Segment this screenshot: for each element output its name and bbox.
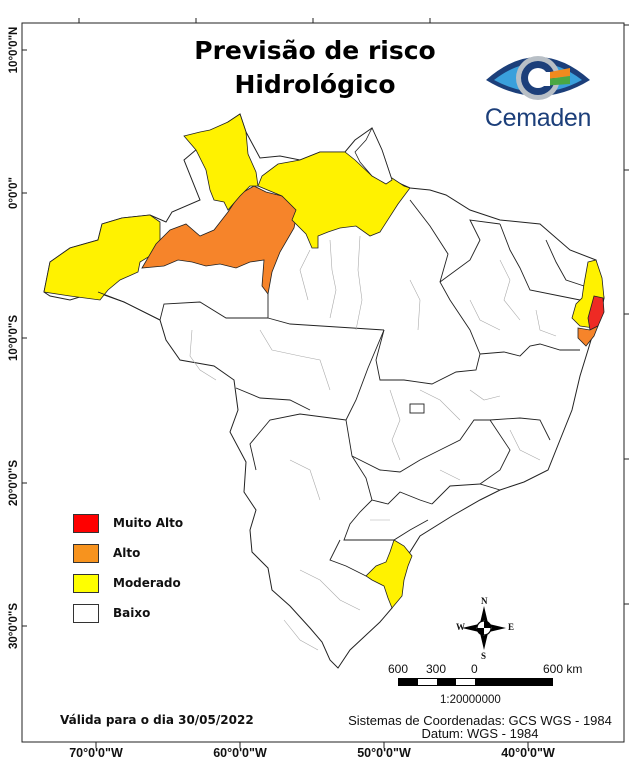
lon-label-40w: 40°0'0"W [501,746,555,760]
map-title: Previsão de risco Hidrológico [150,34,480,102]
lat-label-0: 0°0'0" [8,177,20,209]
cemaden-logo: Cemaden [478,42,598,138]
legend-label: Moderado [113,576,181,590]
state-borders [97,199,585,577]
coordinate-system-line: Sistemas de Coordenadas: GCS WGS - 1984 [348,713,612,728]
legend-swatch-baixo [73,603,99,623]
right-ticks [624,24,629,605]
compass-east: E [508,622,515,632]
scale-ratio: 1:20000000 [440,694,501,706]
lat-label-20s: 20°0'0"S [8,459,20,507]
logo-text: Cemaden [484,104,592,132]
valid-date: Válida para o dia 30/05/2022 [60,713,254,727]
region-alto-alagoas [577,325,599,347]
legend-swatch-alto [73,543,99,563]
bottom-ticks [95,742,529,748]
compass-south: S [481,651,487,661]
legend-item-muito-alto: Muito Alto [73,508,183,538]
legend: Muito Alto Alto Moderado Baixo [73,508,183,628]
legend-label: Baixo [113,606,151,620]
legend-swatch-muito-alto [73,513,99,533]
region-moderado-roraima [183,113,259,211]
coordinate-system: Sistemas de Coordenadas: GCS WGS - 1984 … [340,714,620,740]
cemaden-eye-icon [486,56,590,100]
lat-label-10s: 10°0'0"S [8,314,20,362]
title-line-2: Hidrológico [234,70,396,99]
top-ticks [78,18,431,23]
lon-label-50w: 50°0'0"W [357,746,411,760]
scale-bar [398,678,553,686]
compass-west: W [456,622,465,632]
legend-label: Alto [113,546,141,560]
title-line-1: Previsão de risco [194,36,436,65]
region-moderado-santa-catarina [365,539,413,609]
scale-label-600-left: 600 [388,662,409,676]
scale-label-300: 300 [426,662,447,676]
scale-label-600-km: 600 km [543,662,583,676]
lat-label-10n: 10°0'0"N [8,26,20,74]
left-ticks [22,49,27,627]
legend-swatch-moderado [73,573,99,593]
meso-borders [189,235,557,651]
scale-label-0: 0 [471,662,478,676]
compass-rose [462,606,506,650]
lat-label-30s: 30°0'0"S [8,602,20,650]
region-amapa [354,127,393,185]
datum-line: Datum: WGS - 1984 [421,726,539,741]
lon-label-60w: 60°0'0"W [213,746,267,760]
legend-item-baixo: Baixo [73,598,183,628]
lon-label-70w: 70°0'0"W [69,746,123,760]
legend-label: Muito Alto [113,516,184,530]
legend-item-alto: Alto [73,538,183,568]
legend-item-moderado: Moderado [73,568,183,598]
region-alto-amazonas-central [141,185,299,295]
compass-north: N [481,596,488,606]
